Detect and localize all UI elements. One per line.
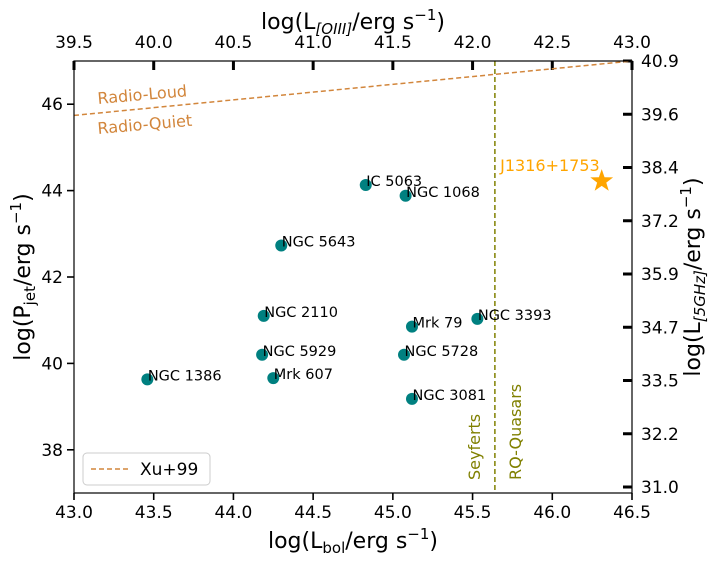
data-point (275, 239, 288, 252)
radio-quiet-label: Radio-Quiet (97, 111, 193, 138)
right-tick-label: 32.2 (641, 425, 679, 445)
plot-frame (73, 60, 633, 494)
radio-loud-label: Radio-Loud (97, 81, 188, 108)
data-point-label: NGC 5643 (282, 234, 356, 250)
rq-quasars-label: RQ-Quasars (506, 384, 525, 480)
data-point (405, 392, 418, 405)
bottom-tick-label: 43.0 (55, 503, 93, 523)
right-tick-label: 34.7 (641, 318, 679, 338)
right-tick-label: 40.9 (641, 52, 679, 72)
legend-box (82, 452, 211, 486)
data-point (359, 178, 372, 191)
data-point-label: NGC 1386 (148, 368, 222, 384)
data-point-label: Mrk 607 (274, 367, 333, 383)
data-point-label: NGC 5929 (263, 344, 337, 360)
legend: Xu+99 (82, 452, 211, 486)
bottom-tick-label: 43.5 (135, 503, 173, 523)
top-tick-label: 41.5 (374, 33, 412, 53)
data-point (256, 348, 269, 361)
right-tick-label: 37.2 (641, 212, 679, 232)
top-tick-label: 40.0 (135, 33, 173, 53)
data-point-label: NGC 5728 (405, 344, 479, 360)
legend-xu99-label: Xu+99 (140, 460, 198, 480)
top-axis-label: log(L[OIII]/erg s−1) (261, 6, 445, 38)
left-tick-label: 38 (41, 441, 63, 461)
right-tick-label: 35.9 (641, 265, 679, 285)
top-tick-label: 39.5 (55, 33, 93, 53)
seyferts-label: Seyferts (465, 414, 484, 480)
bottom-tick-label: 46.0 (533, 503, 571, 523)
data-point (141, 373, 154, 386)
top-tick-label: 42.5 (533, 33, 571, 53)
data-point (257, 309, 270, 322)
data-point-label: NGC 3081 (412, 388, 486, 404)
data-point (399, 189, 412, 202)
data-point-label: Mrk 79 (412, 316, 462, 332)
data-point (405, 320, 418, 333)
right-tick-label: 33.5 (641, 372, 679, 392)
bottom-tick-label: 45.5 (454, 503, 492, 523)
data-point (398, 348, 411, 361)
data-point-label: IC 5063 (366, 174, 422, 190)
left-tick-label: 44 (41, 182, 63, 202)
highlight-star-marker (590, 169, 614, 191)
data-point-label: NGC 2110 (264, 305, 338, 321)
data-point (471, 312, 484, 325)
right-tick-label: 38.4 (641, 159, 679, 179)
left-tick-label: 42 (41, 268, 63, 288)
right-tick-label: 39.6 (641, 105, 679, 125)
top-tick-label: 40.5 (214, 33, 252, 53)
bottom-tick-label: 44.5 (294, 503, 332, 523)
top-tick-label: 41.0 (294, 33, 332, 53)
xu99-line (73, 60, 633, 117)
left-axis-label: log(Pjet/erg s−1) (7, 193, 39, 360)
top-tick-label: 42.0 (454, 33, 492, 53)
data-point (267, 372, 280, 385)
right-axis-label: log(L[5GHz]/erg s−1) (677, 177, 709, 376)
top-tick-label: 43.0 (613, 33, 651, 53)
left-tick-label: 46 (41, 95, 63, 115)
bottom-tick-label: 45.0 (374, 503, 412, 523)
data-point-label: NGC 3393 (478, 308, 552, 324)
bottom-tick-label: 44.0 (214, 503, 252, 523)
highlight-label: J1316+1753 (499, 156, 600, 175)
bottom-tick-label: 46.5 (613, 503, 651, 523)
bottom-axis-label: log(Lbol/erg s−1) (268, 525, 438, 557)
left-tick-label: 40 (41, 354, 63, 374)
right-tick-label: 31.0 (641, 478, 679, 498)
data-point-label: NGC 1068 (406, 185, 480, 201)
